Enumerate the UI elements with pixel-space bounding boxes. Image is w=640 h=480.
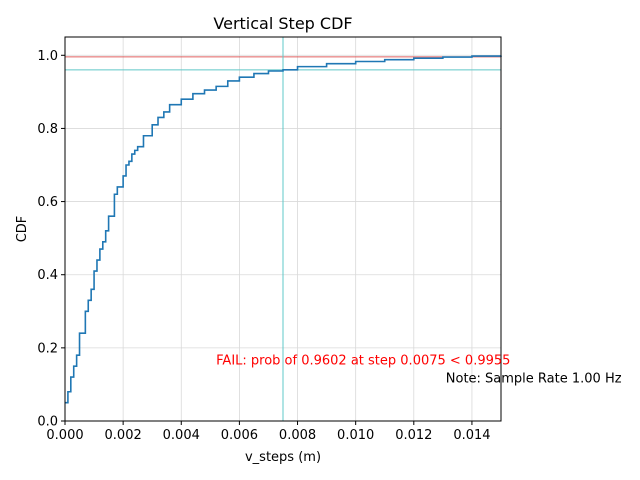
cdf-series-line — [65, 55, 502, 404]
y-tick-label: 0.8 — [37, 122, 58, 137]
x-tick-label: 0.010 — [337, 428, 374, 443]
x-tick-label: 0.014 — [453, 428, 490, 443]
y-tick-label: 0.0 — [37, 415, 58, 430]
plot-frame — [64, 36, 502, 422]
x-tick-label: 0.000 — [46, 428, 83, 443]
x-tick-label: 0.004 — [163, 428, 200, 443]
chart-title: Vertical Step CDF — [213, 14, 352, 33]
y-tick-label: 0.2 — [37, 341, 58, 356]
y-tick-label: 0.6 — [37, 195, 58, 210]
sample-rate-note: Note: Sample Rate 1.00 Hz — [446, 372, 622, 387]
x-axis-label: v_steps (m) — [245, 450, 321, 465]
x-tick-label: 0.002 — [105, 428, 142, 443]
series-layer — [65, 55, 502, 404]
x-tick-label: 0.006 — [221, 428, 258, 443]
x-tick-label: 0.012 — [395, 428, 432, 443]
y-tick-label: 0.4 — [37, 268, 58, 283]
y-tick-label: 1.0 — [37, 49, 58, 64]
ticks: 0.000 0.002 0.004 0.006 0.008 0.010 0.012 0.014… — [37, 49, 490, 443]
y-axis-label: CDF — [15, 216, 30, 243]
fail-annotation: FAIL: prob of 0.9602 at step 0.0075 < 0.… — [216, 353, 510, 368]
x-tick-label: 0.008 — [279, 428, 316, 443]
